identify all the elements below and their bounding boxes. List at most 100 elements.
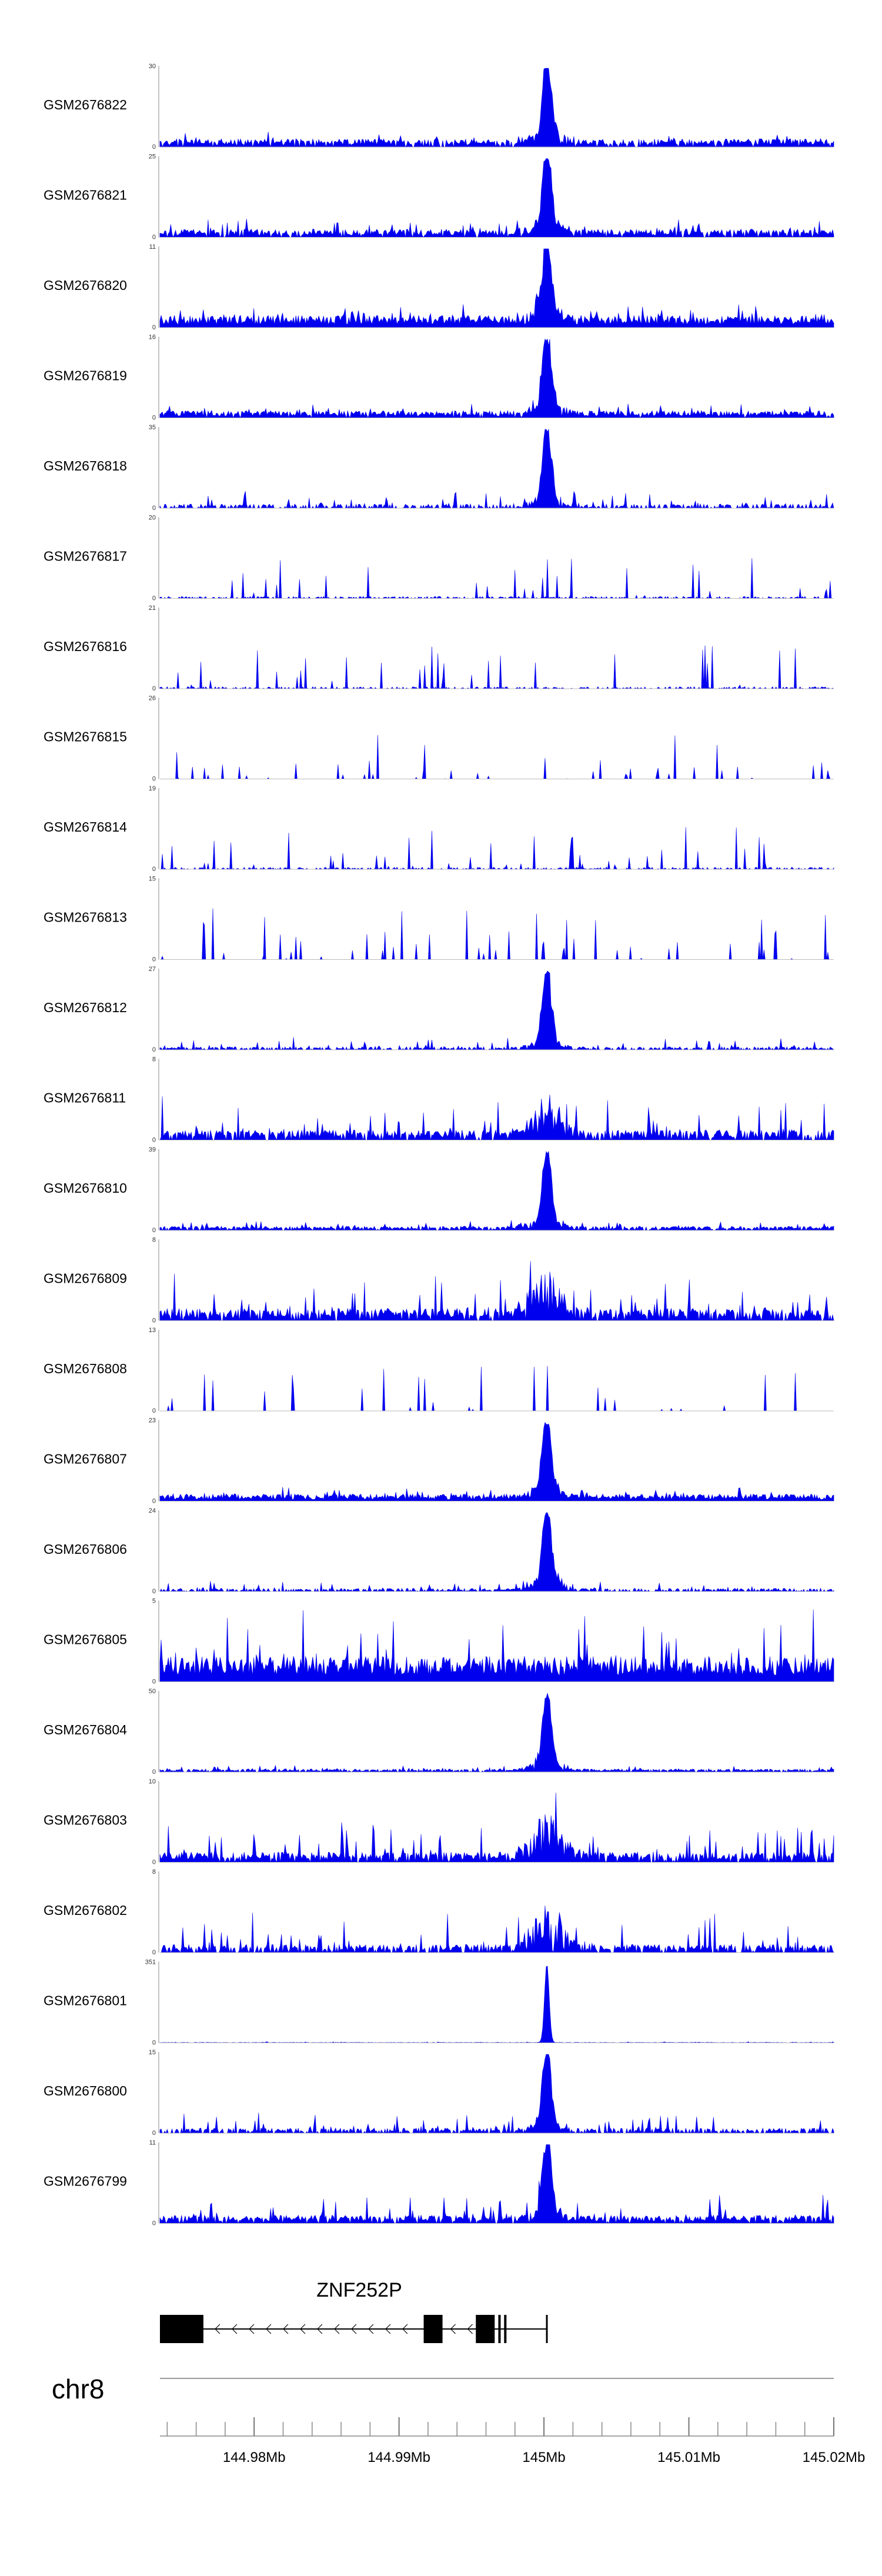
track-label: GSM2676800: [44, 2083, 127, 2098]
signal-area: [159, 2054, 834, 2134]
track-GSM2676802: GSM2676802 8 0: [44, 1868, 834, 1956]
strand-arrow: [450, 2324, 456, 2334]
y-max-label: 351: [145, 1959, 156, 1966]
y-min-label: 0: [152, 144, 156, 151]
y-min-label: 0: [152, 1769, 156, 1776]
y-max-label: 39: [149, 1146, 156, 1153]
y-max-label: 11: [149, 243, 156, 251]
track-GSM2676805: GSM2676805 5 0: [44, 1598, 834, 1686]
track-GSM2676803: GSM2676803 10 0: [44, 1778, 834, 1866]
y-max-label: 15: [149, 876, 156, 883]
strand-arrow: [232, 2324, 238, 2334]
y-max-label: 26: [149, 695, 156, 702]
signal-area: [159, 1422, 834, 1501]
y-min-label: 0: [152, 685, 156, 692]
signal-area: [159, 1151, 834, 1232]
track-GSM2676822: GSM2676822 30 0: [44, 63, 834, 151]
gene-exon: [423, 2315, 443, 2343]
y-max-label: 27: [149, 966, 156, 973]
signal-area: [159, 1095, 834, 1141]
track-GSM2676818: GSM2676818 35 0: [44, 424, 834, 512]
y-min-label: 0: [152, 1137, 156, 1144]
track-GSM2676801: GSM2676801 351 0: [44, 1959, 834, 2047]
y-max-label: 8: [152, 1237, 156, 1244]
y-min-label: 0: [152, 1317, 156, 1324]
track-label: GSM2676822: [44, 97, 127, 112]
track-label: GSM2676810: [44, 1180, 127, 1196]
track-GSM2676804: GSM2676804 50 0: [44, 1688, 834, 1776]
track-label: GSM2676802: [44, 1903, 127, 1918]
signal-area: [160, 908, 834, 960]
track-GSM2676817: GSM2676817 20 0: [44, 515, 834, 602]
y-min-label: 0: [152, 1949, 156, 1956]
track-GSM2676812: GSM2676812 27 0: [44, 966, 834, 1053]
track-GSM2676814: GSM2676814 19 0: [44, 785, 834, 873]
y-max-label: 8: [152, 1056, 156, 1063]
track-label: GSM2676812: [44, 1000, 127, 1015]
signal-area: [160, 1366, 834, 1412]
track-label: GSM2676819: [44, 368, 127, 383]
strand-arrow: [317, 2324, 323, 2334]
axis-tick-label: 145.02Mb: [803, 2450, 866, 2465]
track-GSM2676816: GSM2676816 21 0: [44, 605, 834, 692]
y-max-label: 16: [149, 334, 156, 341]
track-GSM2676809: GSM2676809 8 0: [44, 1237, 834, 1324]
signal-area: [159, 248, 834, 328]
y-max-label: 5: [152, 1598, 156, 1605]
y-min-label: 0: [152, 1046, 156, 1053]
signal-area: [159, 338, 834, 419]
signal-area: [159, 2144, 834, 2224]
signal-area: [159, 1261, 834, 1322]
strand-arrow: [402, 2324, 408, 2334]
y-min-label: 0: [152, 324, 156, 331]
signal-area: [159, 68, 834, 148]
gene-annotation-track: ZNF252P: [160, 2279, 548, 2343]
y-min-label: 0: [152, 1407, 156, 1414]
axis-tick-label: 144.98Mb: [223, 2450, 286, 2465]
y-min-label: 0: [152, 1679, 156, 1686]
track-label: GSM2676801: [44, 1993, 127, 2008]
chromosome-label: chr8: [52, 2374, 104, 2404]
y-max-label: 15: [149, 2049, 156, 2056]
track-GSM2676811: GSM2676811 8 0: [44, 1056, 834, 1144]
track-GSM2676820: GSM2676820 11 0: [44, 243, 834, 331]
y-max-label: 10: [149, 1778, 156, 1786]
strand-arrow: [351, 2324, 357, 2334]
y-max-label: 13: [149, 1327, 156, 1334]
y-min-label: 0: [152, 2130, 156, 2137]
signal-area: [159, 645, 834, 689]
strand-arrow: [300, 2324, 306, 2334]
y-max-label: 8: [152, 1868, 156, 1876]
track-GSM2676800: GSM2676800 15 0: [44, 2049, 834, 2137]
y-min-label: 0: [152, 956, 156, 963]
track-label: GSM2676816: [44, 639, 127, 654]
y-min-label: 0: [152, 505, 156, 512]
signal-area: [159, 1512, 834, 1593]
y-min-label: 0: [152, 234, 156, 241]
strand-arrow: [215, 2324, 220, 2334]
y-min-label: 0: [152, 2040, 156, 2047]
track-label: GSM2676806: [44, 1541, 127, 1557]
signal-area: [159, 1692, 834, 1773]
y-max-label: 24: [149, 1507, 156, 1514]
track-label: GSM2676818: [44, 458, 127, 473]
track-GSM2676815: GSM2676815 26 0: [44, 695, 834, 783]
strand-arrow: [266, 2324, 272, 2334]
strand-arrow: [385, 2324, 391, 2334]
axis-tick-label: 144.99Mb: [368, 2450, 430, 2465]
y-max-label: 20: [149, 515, 156, 522]
track-label: GSM2676803: [44, 1813, 127, 1828]
track-label: GSM2676808: [44, 1361, 127, 1376]
strand-arrow: [249, 2324, 255, 2334]
gene-exon: [498, 2315, 501, 2343]
y-min-label: 0: [152, 1859, 156, 1866]
signal-area: [159, 558, 834, 599]
track-label: GSM2676804: [44, 1722, 127, 1737]
track-label: GSM2676817: [44, 549, 127, 564]
gene-exon: [504, 2315, 507, 2343]
signal-area: [159, 1609, 834, 1682]
signal-area: [159, 1793, 834, 1863]
y-max-label: 19: [149, 785, 156, 792]
strand-arrow: [467, 2324, 473, 2334]
